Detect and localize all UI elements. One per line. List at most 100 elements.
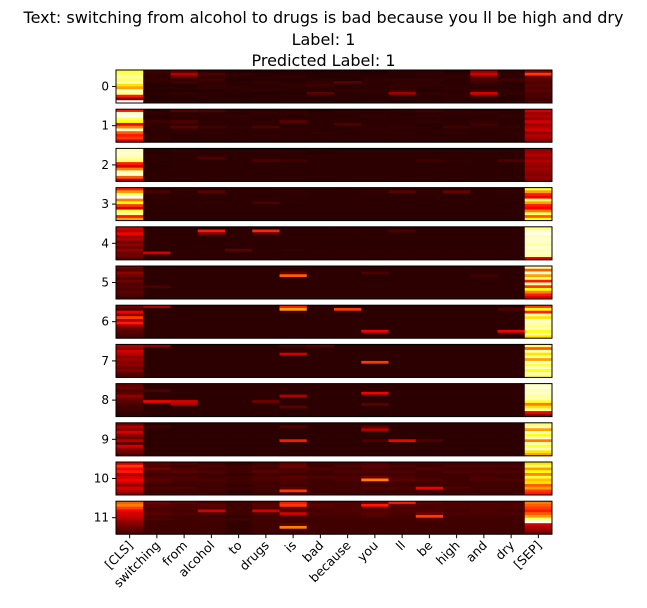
heatmap-cell [116, 195, 144, 199]
heatmap-cell [279, 246, 308, 250]
heatmap-cell [334, 374, 362, 378]
heatmap-cell [197, 313, 226, 317]
heatmap-cell [415, 75, 444, 79]
heatmap-cell [279, 290, 308, 294]
heatmap-cell [497, 352, 526, 356]
heatmap-cell [415, 324, 444, 328]
heatmap-cell [143, 371, 171, 376]
heatmap-cell [443, 318, 471, 323]
heatmap-cell [143, 514, 171, 519]
heatmap-cell [306, 120, 335, 124]
heatmap-cell [388, 433, 417, 437]
heatmap-cell [170, 136, 199, 140]
heatmap-cell [197, 386, 226, 390]
heatmap-cell [334, 400, 362, 404]
heatmap-cell [279, 232, 308, 236]
heatmap-cell [252, 173, 280, 177]
heatmap-cell [170, 159, 199, 163]
heatmap-cell [415, 133, 444, 138]
heatmap-cell [306, 366, 335, 370]
heatmap-cell [470, 136, 498, 140]
heatmap-cell [443, 266, 471, 270]
heatmap-cell [388, 235, 417, 239]
heatmap-cell [116, 464, 144, 468]
heatmap-cell [524, 240, 553, 244]
heatmap-cell [470, 198, 498, 202]
heatmap-cell [116, 187, 144, 191]
heatmap-cell [225, 114, 253, 118]
heatmap-cell [225, 386, 253, 390]
heatmap-cell [443, 462, 471, 466]
heatmap-cell [524, 248, 553, 252]
panel-label: 7 [101, 354, 109, 368]
heatmap-cell [279, 235, 308, 239]
heatmap-cell [524, 517, 553, 521]
heatmap-cell [143, 349, 171, 354]
heatmap-cell [225, 371, 253, 376]
heatmap-cell [225, 217, 253, 221]
heatmap-cell [116, 360, 144, 365]
heatmap-cell [524, 413, 553, 417]
heatmap-cell [497, 72, 526, 76]
heatmap-cell [279, 305, 308, 309]
heatmap-cell [225, 271, 253, 275]
heatmap-cell [252, 206, 280, 210]
heatmap-cell [170, 531, 199, 535]
heatmap-cell [252, 246, 280, 250]
heatmap-cell [306, 347, 335, 351]
heatmap-cell [170, 402, 199, 406]
heatmap-cell [116, 329, 144, 334]
heatmap-cell [388, 360, 417, 365]
heatmap-cell [252, 313, 280, 317]
heatmap-cell [443, 374, 471, 378]
heatmap-cell [170, 198, 199, 202]
heatmap-cell [116, 371, 144, 376]
heatmap-cell [225, 122, 253, 127]
heatmap-cell [524, 125, 553, 129]
heatmap-cell [470, 271, 498, 275]
heatmap-cell [306, 187, 335, 191]
heatmap-cell [524, 246, 553, 250]
heatmap-cell [197, 288, 226, 292]
heatmap-cell [225, 329, 253, 334]
heatmap-cell [524, 408, 553, 412]
heatmap-cell [252, 128, 280, 132]
heatmap-cell [361, 525, 389, 530]
heatmap-cell [361, 296, 389, 300]
heatmap-cell [361, 271, 389, 275]
heatmap-cell [334, 344, 362, 348]
heatmap-cell [279, 408, 308, 412]
heatmap-cell [170, 125, 199, 129]
heatmap-cell [306, 83, 335, 87]
heatmap-cell [170, 517, 199, 521]
heatmap-cell [306, 442, 335, 446]
heatmap-cell [197, 366, 226, 370]
heatmap-cell [388, 324, 417, 328]
heatmap-cell [415, 279, 444, 283]
heatmap-cell [279, 136, 308, 140]
heatmap-cell [116, 347, 144, 351]
heatmap-cell [252, 335, 280, 339]
heatmap-cell [443, 72, 471, 76]
heatmap-cell [197, 347, 226, 351]
heatmap-cell [116, 243, 144, 247]
heatmap-cell [388, 316, 417, 320]
heatmap-cell [225, 389, 253, 393]
heatmap-cell [415, 173, 444, 177]
heatmap-cell [116, 394, 144, 398]
heatmap-cell [415, 355, 444, 359]
heatmap-cell [443, 360, 471, 365]
heatmap-cell [361, 243, 389, 247]
heatmap-cell [225, 402, 253, 406]
heatmap-cell [415, 212, 444, 216]
heatmap-cell [116, 209, 144, 213]
heatmap-cell [116, 100, 144, 104]
heatmap-cell [388, 489, 417, 493]
heatmap-cell [334, 100, 362, 104]
heatmap-cell [170, 400, 199, 404]
heatmap-cell [279, 109, 308, 113]
heatmap-cell [443, 512, 471, 516]
heatmap-cell [415, 204, 444, 208]
heatmap-cell [170, 473, 199, 477]
heatmap-cell [388, 431, 417, 435]
